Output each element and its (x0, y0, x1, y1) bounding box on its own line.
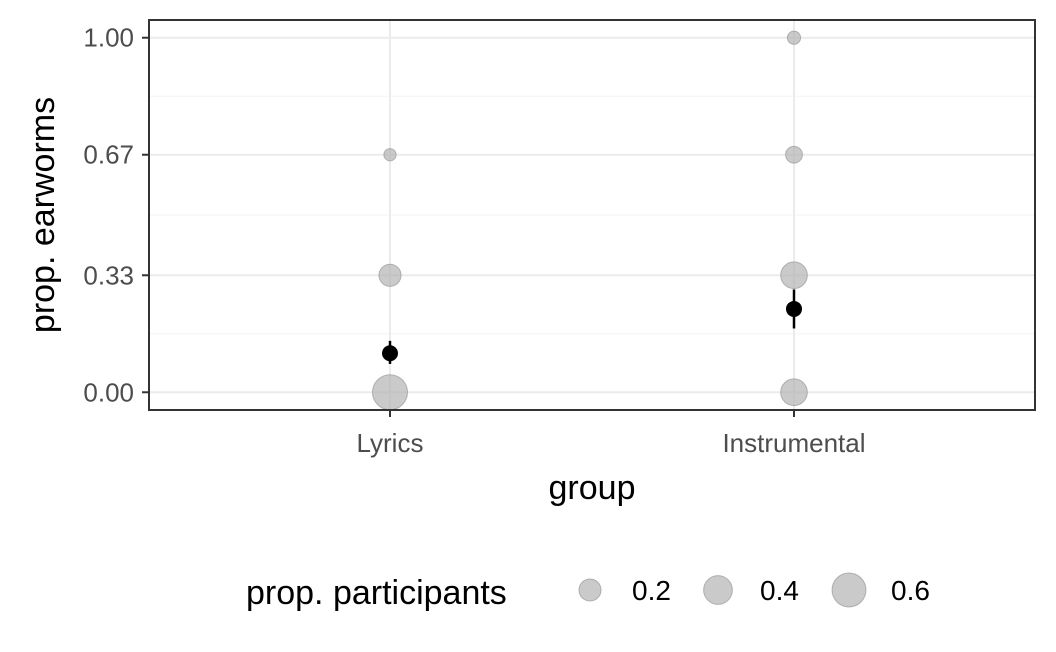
y-axis-title: prop. earworms (24, 97, 62, 333)
legend-key-label: 0.4 (760, 575, 799, 606)
data-point (780, 378, 808, 407)
y-axis-tick-label: 0.33 (83, 260, 134, 290)
data-point (383, 148, 397, 162)
legend-title: prop. participants (246, 574, 507, 612)
legend-key-circle (831, 572, 867, 608)
y-axis-tick-label: 0.67 (83, 140, 134, 170)
data-point (780, 261, 808, 290)
mean-point (382, 345, 398, 362)
grid-lines (149, 20, 1035, 410)
y-axis-tick-label: 0.00 (83, 377, 134, 407)
axis-ticks: 0.00 0.33 0.67 1.00 Lyrics Instrumental (83, 23, 865, 458)
legend-key-label: 0.6 (891, 575, 930, 606)
data-point (371, 374, 409, 411)
data-point (378, 263, 402, 287)
legend-key-circle (703, 575, 733, 605)
x-axis-title: group (549, 469, 636, 507)
plot-panel-border (148, 19, 1036, 411)
y-axis-tick-label: 1.00 (83, 23, 134, 53)
mean-markers (382, 289, 802, 364)
data-point (786, 30, 802, 45)
x-axis-tick-label: Instrumental (722, 428, 865, 458)
x-axis-tick-label: Lyrics (357, 428, 424, 458)
mean-point (786, 300, 802, 317)
data-point (785, 145, 803, 164)
legend-key-circle (578, 578, 602, 602)
legend: prop. participants 0.2 0.4 0.6 (246, 572, 930, 612)
legend-key-label: 0.2 (632, 575, 671, 606)
